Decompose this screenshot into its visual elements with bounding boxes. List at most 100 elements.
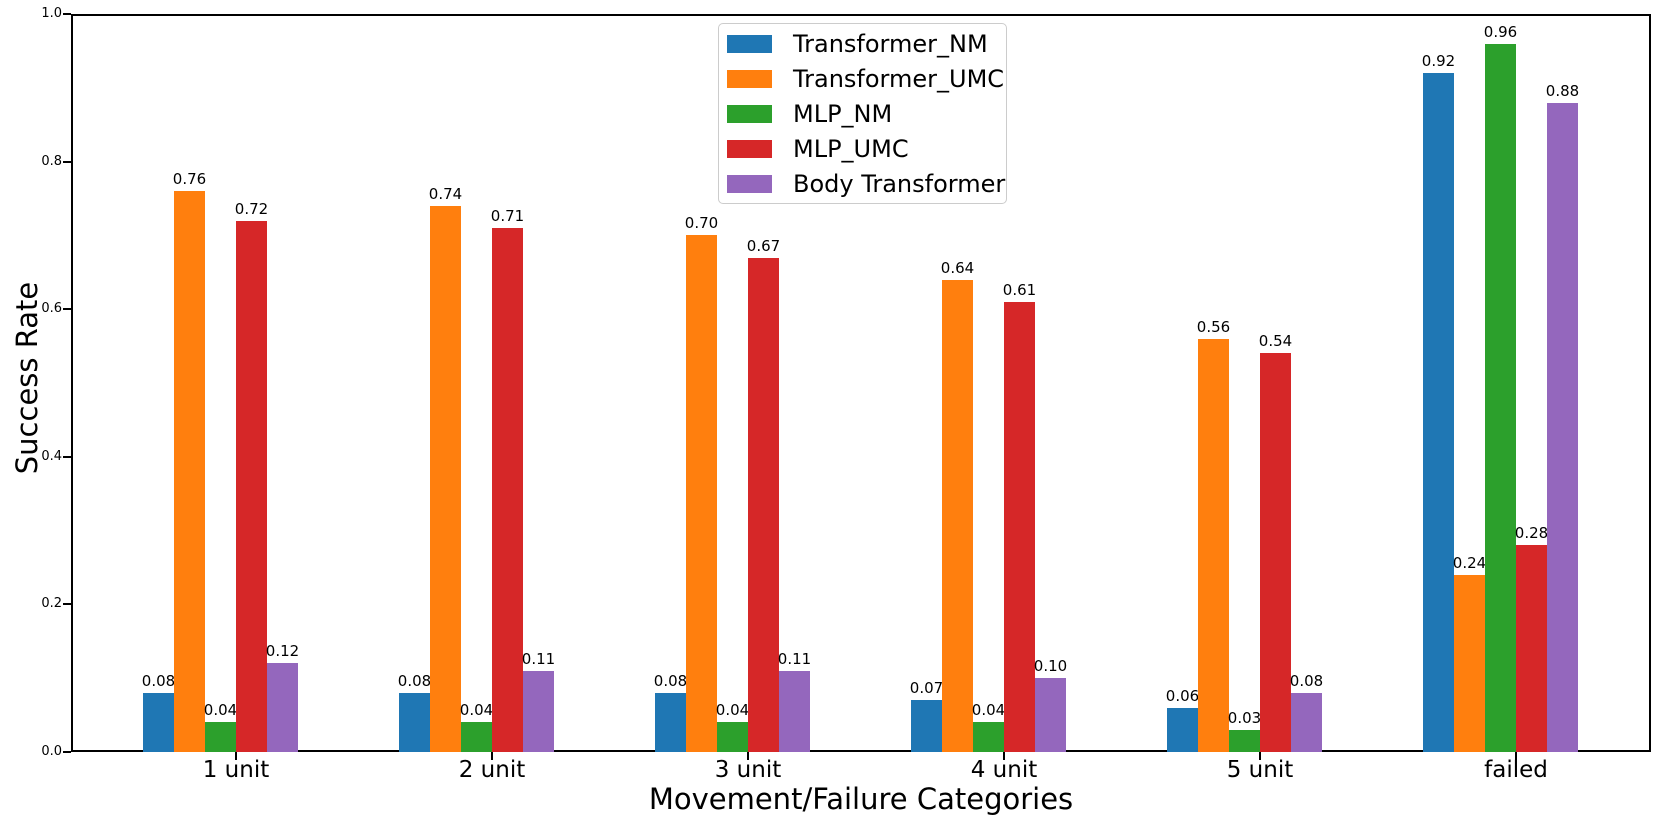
bar-mlp-nm-5-unit [1229, 730, 1260, 752]
y-tick-mark [63, 603, 71, 606]
bar-transformer-umc-3-unit [686, 235, 717, 752]
legend-item-transformer-nm: Transformer_NM [727, 26, 998, 61]
legend-color-swatch [727, 104, 772, 123]
bar-value-label: 0.56 [1196, 318, 1231, 336]
bar-mlp-umc-3-unit [748, 258, 779, 752]
category-label-3-unit: 3 unit [714, 757, 782, 783]
legend-color-swatch [727, 139, 772, 158]
bar-mlp-umc-5-unit [1260, 353, 1291, 752]
bar-value-label: 0.70 [684, 214, 719, 232]
bar-value-label: 0.08 [1289, 672, 1324, 690]
bar-mlp-umc-2-unit [492, 228, 523, 752]
bar-transformer-nm-1-unit [143, 693, 174, 752]
legend-color-swatch [727, 174, 772, 193]
bar-value-label: 0.12 [265, 642, 300, 660]
category-label-4-unit: 4 unit [970, 757, 1038, 783]
legend-item-body-transformer: Body Transformer [727, 166, 1005, 201]
bar-transformer-nm-3-unit [655, 693, 686, 752]
bar-mlp-nm-2-unit [461, 722, 492, 752]
legend-item-label: Body Transformer [793, 169, 1006, 198]
bar-value-label: 0.92 [1421, 52, 1456, 70]
bar-body-transformer-2-unit [523, 671, 554, 752]
bar-mlp-nm-failed [1485, 44, 1516, 752]
category-label-2-unit: 2 unit [458, 757, 526, 783]
legend-color-swatch [727, 69, 772, 88]
bar-value-label: 0.72 [234, 200, 269, 218]
y-tick-label: 0.6 [41, 301, 62, 317]
y-tick-label: 0.2 [41, 596, 62, 612]
bar-body-transformer-4-unit [1035, 678, 1066, 752]
x-tick-mark [1259, 752, 1261, 760]
legend-item-transformer-umc: Transformer_UMC [727, 61, 1004, 96]
bar-value-label: 0.71 [490, 207, 525, 225]
y-tick-label: 0.0 [41, 744, 62, 759]
bar-value-label: 0.08 [653, 672, 688, 690]
bar-value-label: 0.74 [428, 185, 463, 203]
legend-item-mlp-umc: MLP_UMC [727, 131, 998, 166]
y-tick-mark [63, 308, 71, 311]
legend-item-label: MLP_UMC [793, 134, 909, 163]
x-tick-mark [1003, 752, 1005, 760]
legend: Transformer_NM Transformer_UMC MLP_NM MLP_U… [718, 23, 1007, 204]
y-tick-label: 1.0 [41, 6, 62, 21]
bar-value-label: 0.11 [521, 650, 556, 668]
legend-item-label: Transformer_NM [793, 29, 988, 58]
bar-value-label: 0.54 [1258, 332, 1293, 350]
bar-body-transformer-5-unit [1291, 693, 1322, 752]
bar-value-label: 0.96 [1483, 23, 1518, 41]
bar-body-transformer-3-unit [779, 671, 810, 752]
bar-value-label: 0.64 [940, 259, 975, 277]
bar-mlp-umc-1-unit [236, 221, 267, 752]
bar-mlp-umc-4-unit [1004, 302, 1035, 752]
x-tick-mark [491, 752, 493, 760]
x-tick-mark [747, 752, 749, 760]
y-tick-label: 0.4 [41, 448, 62, 464]
bar-transformer-umc-1-unit [174, 191, 205, 752]
bar-transformer-nm-failed [1423, 73, 1454, 752]
y-tick-mark [63, 455, 71, 458]
bar-mlp-nm-4-unit [973, 722, 1004, 752]
legend-item-label: MLP_NM [793, 99, 893, 128]
bar-body-transformer-1-unit [267, 663, 298, 752]
legend-item-label: Transformer_UMC [793, 64, 1005, 93]
bar-mlp-nm-1-unit [205, 722, 236, 752]
bar-transformer-umc-failed [1454, 575, 1485, 752]
y-tick-mark [63, 160, 71, 163]
bar-value-label: 0.04 [715, 701, 750, 719]
x-tick-mark [235, 752, 237, 760]
y-tick-label: 0.8 [41, 153, 62, 169]
x-tick-mark [1515, 752, 1517, 760]
bar-transformer-nm-2-unit [399, 693, 430, 752]
bar-value-label: 0.06 [1165, 687, 1200, 705]
bar-transformer-nm-4-unit [911, 700, 942, 752]
y-axis-title: Success Rate [10, 281, 44, 475]
bar-value-label: 0.04 [203, 701, 238, 719]
bar-value-label: 0.67 [746, 237, 781, 255]
bar-value-label: 0.24 [1452, 554, 1487, 572]
bar-value-label: 0.76 [172, 170, 207, 188]
bar-value-label: 0.08 [397, 672, 432, 690]
y-tick-mark [63, 751, 71, 753]
bar-mlp-umc-failed [1516, 545, 1547, 752]
x-axis-title: Movement/Failure Categories [648, 782, 1074, 816]
category-label-failed: failed [1484, 757, 1548, 783]
bar-value-label: 0.03 [1227, 709, 1262, 727]
bar-value-label: 0.08 [141, 672, 176, 690]
y-tick-mark [63, 13, 71, 15]
bar-transformer-umc-5-unit [1198, 339, 1229, 752]
bar-value-label: 0.11 [777, 650, 812, 668]
bar-transformer-nm-5-unit [1167, 708, 1198, 752]
bar-value-label: 0.07 [909, 679, 944, 697]
bar-value-label: 0.28 [1514, 524, 1549, 542]
bar-value-label: 0.10 [1033, 657, 1068, 675]
category-label-1-unit: 1 unit [202, 757, 270, 783]
bar-value-label: 0.04 [971, 701, 1006, 719]
bar-value-label: 0.61 [1002, 281, 1037, 299]
bar-transformer-umc-2-unit [430, 206, 461, 752]
bar-transformer-umc-4-unit [942, 280, 973, 752]
legend-item-mlp-nm: MLP_NM [727, 96, 998, 131]
bar-value-label: 0.04 [459, 701, 494, 719]
category-label-5-unit: 5 unit [1226, 757, 1294, 783]
bar-value-label: 0.88 [1545, 82, 1580, 100]
